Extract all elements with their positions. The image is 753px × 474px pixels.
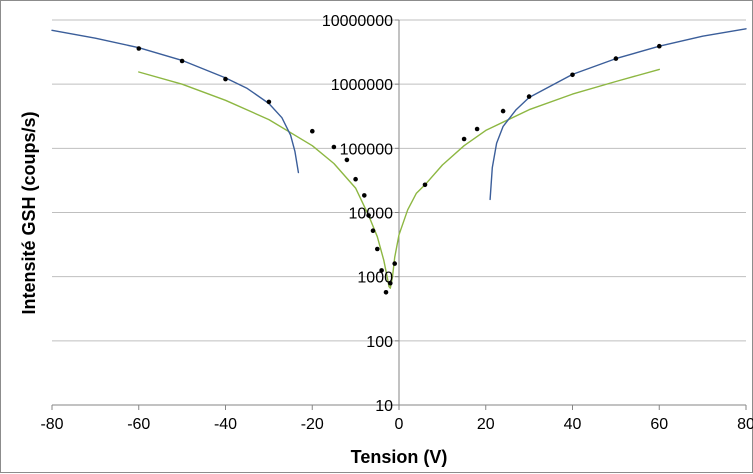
data-point bbox=[266, 99, 272, 105]
data-point bbox=[500, 108, 506, 114]
data-point bbox=[657, 43, 662, 49]
x-tick-label: 0 bbox=[395, 416, 404, 433]
data-point bbox=[461, 136, 467, 142]
y-tick-label: 10000000 bbox=[322, 13, 393, 30]
data-point bbox=[392, 261, 398, 266]
data-point bbox=[179, 58, 185, 64]
data-point bbox=[223, 76, 228, 82]
x-tick-label: -40 bbox=[214, 416, 237, 433]
data-point bbox=[379, 268, 384, 273]
data-point bbox=[383, 290, 389, 295]
x-tick-label: 60 bbox=[650, 416, 668, 433]
y-tick-label: 1000000 bbox=[331, 77, 393, 94]
data-point bbox=[613, 56, 619, 61]
data-point bbox=[136, 46, 142, 51]
data-point bbox=[526, 94, 532, 99]
data-point bbox=[344, 157, 350, 163]
fit-line-3 bbox=[489, 28, 747, 201]
y-tick-label: 10000 bbox=[349, 206, 394, 223]
y-tick-label: 100000 bbox=[340, 141, 393, 158]
x-tick-label: -80 bbox=[40, 416, 63, 433]
data-point bbox=[474, 126, 480, 132]
data-point bbox=[422, 182, 428, 188]
data-point bbox=[331, 144, 337, 150]
y-tick-label: 1000 bbox=[357, 270, 393, 287]
data-point bbox=[310, 128, 315, 134]
x-tick-label: 40 bbox=[564, 416, 582, 433]
data-point bbox=[366, 213, 371, 218]
y-tick-label: 100 bbox=[366, 334, 393, 351]
data-point bbox=[388, 280, 393, 286]
data-point bbox=[370, 228, 376, 233]
y-axis-title: Intensité GSH (coups/s) bbox=[19, 111, 39, 314]
y-tick-label: 10 bbox=[375, 398, 393, 415]
x-axis-title: Tension (V) bbox=[351, 447, 448, 467]
data-point bbox=[353, 176, 358, 182]
x-tick-label: 20 bbox=[477, 416, 495, 433]
tick-labels: 10 100 1000 10000 100000 1000000 10000000 -80 -6… bbox=[40, 13, 753, 433]
x-tick-label: 80 bbox=[737, 416, 753, 433]
axes bbox=[51, 19, 747, 410]
data-point bbox=[375, 246, 380, 252]
series bbox=[51, 28, 747, 295]
fit-line-2 bbox=[51, 29, 300, 174]
x-tick-label: -20 bbox=[301, 416, 324, 433]
data-point bbox=[362, 193, 367, 198]
data-point bbox=[570, 72, 575, 78]
x-tick-label: -60 bbox=[127, 416, 150, 433]
